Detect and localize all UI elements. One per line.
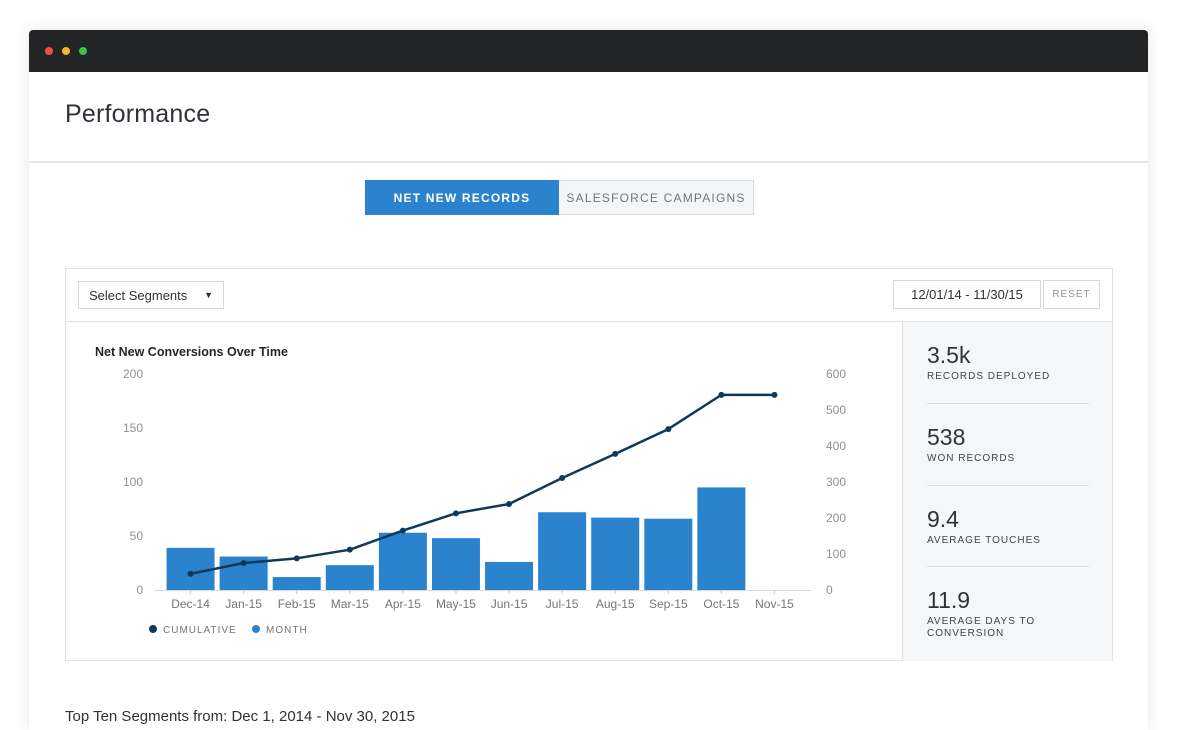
cumulative-point-jul-15 xyxy=(559,475,566,482)
bar-mar-15 xyxy=(325,565,374,590)
x-axis-tick-label: Oct-15 xyxy=(703,597,739,611)
cumulative-line xyxy=(190,393,775,576)
date-range-field[interactable]: 12/01/14 - 11/30/15 xyxy=(893,280,1041,309)
tab-salesforce-campaigns[interactable]: SALESFORCE CAMPAIGNS xyxy=(559,180,754,215)
x-axis-tick-label: Jul-15 xyxy=(546,597,579,611)
bar-jun-15 xyxy=(485,561,534,590)
x-axis-tick-label: Aug-15 xyxy=(596,597,635,611)
conversions-chart: Net New Conversions Over Time 200 150 100 50… xyxy=(95,345,846,636)
legend-cumulative-label: CUMULATIVE xyxy=(163,625,237,636)
right-axis-tick-label: 200 xyxy=(826,511,846,525)
right-axis-tick-label: 600 xyxy=(826,367,846,381)
bar-may-15 xyxy=(431,538,480,590)
bar-oct-15 xyxy=(697,487,746,590)
chart-title: Net New Conversions Over Time xyxy=(95,345,288,359)
cumulative-point-dec-14 xyxy=(187,570,194,577)
stat-records-deployed: 3.5k RECORDS DEPLOYED xyxy=(927,342,1089,383)
bar-jul-15 xyxy=(538,512,587,590)
right-axis-tick-label: 400 xyxy=(826,439,846,453)
segments-select[interactable]: Select Segments ▼ xyxy=(78,281,224,309)
x-axis-tick-label: Apr-15 xyxy=(385,597,421,611)
minimize-window-button[interactable] xyxy=(62,47,70,55)
stat-value: 538 xyxy=(927,424,966,450)
chart-area: Net New Conversions Over Time 200 150 100 50… xyxy=(66,322,902,661)
stat-average-days-to-conversion: 11.9 AVERAGE DAYS TO CONVERSION xyxy=(927,587,1089,640)
cumulative-point-jan-15 xyxy=(240,560,247,566)
window-titlebar xyxy=(29,30,1148,72)
segments-select-value: Select Segments xyxy=(89,287,188,303)
stat-divider xyxy=(927,485,1089,486)
right-axis-tick-label: 300 xyxy=(826,475,846,489)
tab-net-new-records[interactable]: NET NEW RECORDS xyxy=(365,180,559,215)
x-axis-tick-label: Nov-15 xyxy=(755,597,794,611)
cumulative-point-oct-15 xyxy=(718,391,725,398)
stat-value: 3.5k xyxy=(927,342,971,368)
bar-aug-15 xyxy=(591,517,640,590)
bar-feb-15 xyxy=(272,577,321,590)
bar-sep-15 xyxy=(644,518,693,590)
legend-cumulative-marker xyxy=(149,625,157,633)
page-header: Performance xyxy=(29,72,1148,163)
left-axis-tick-label: 150 xyxy=(123,421,143,435)
right-axis-tick-label: 100 xyxy=(826,547,846,561)
cumulative-point-feb-15 xyxy=(293,555,300,562)
x-axis-tick-label: Jun-15 xyxy=(491,597,528,611)
cumulative-point-sep-15 xyxy=(665,426,672,433)
stat-divider xyxy=(927,403,1089,404)
performance-panel: Select Segments ▼ 12/01/14 - 11/30/15 RE… xyxy=(65,268,1113,661)
view-tabs: NET NEW RECORDS SALESFORCE CAMPAIGNS xyxy=(365,180,754,215)
cumulative-point-mar-15 xyxy=(346,546,353,553)
stat-label: AVERAGE TOUCHES xyxy=(927,535,1041,546)
close-window-button[interactable] xyxy=(45,47,53,55)
left-axis-tick-label: 200 xyxy=(123,367,143,381)
stat-label: AVERAGE DAYS TO CONVERSION xyxy=(927,616,1036,639)
stats-sidebar: 3.5k RECORDS DEPLOYED 538 WON RECORDS 9.… xyxy=(902,322,1112,661)
x-axis-tick-label: Jan-15 xyxy=(225,597,262,611)
x-axis-tick-label: Dec-14 xyxy=(171,597,210,611)
stat-value: 11.9 xyxy=(927,587,971,613)
stat-divider xyxy=(927,566,1089,567)
x-axis-tick-label: Sep-15 xyxy=(649,597,688,611)
bar-dec-14 xyxy=(166,547,215,590)
left-axis-tick-label: 50 xyxy=(130,529,144,543)
legend-month-marker xyxy=(252,625,260,633)
chevron-down-icon: ▼ xyxy=(204,290,213,300)
x-axis-tick-label: May-15 xyxy=(436,597,476,611)
cumulative-point-may-15 xyxy=(452,510,459,517)
stat-won-records: 538 WON RECORDS xyxy=(927,424,1089,465)
bar-apr-15 xyxy=(378,532,427,590)
cumulative-point-apr-15 xyxy=(399,527,406,534)
stat-value: 9.4 xyxy=(927,506,959,532)
x-axis-tick-label: Mar-15 xyxy=(331,597,369,611)
stat-label: RECORDS DEPLOYED xyxy=(927,371,1051,382)
stat-average-touches: 9.4 AVERAGE TOUCHES xyxy=(927,506,1089,547)
page-title: Performance xyxy=(65,100,211,128)
cumulative-point-aug-15 xyxy=(612,450,619,457)
top-segments-heading: Top Ten Segments from: Dec 1, 2014 - Nov… xyxy=(65,708,415,725)
legend-month-label: MONTH xyxy=(266,625,308,636)
left-axis-tick-label: 100 xyxy=(123,475,143,489)
right-axis-tick-label: 0 xyxy=(826,583,833,597)
stat-label: WON RECORDS xyxy=(927,453,1016,464)
x-axis-tick-label: Feb-15 xyxy=(278,597,316,611)
right-axis-tick-label: 500 xyxy=(826,403,846,417)
cumulative-point-nov-15 xyxy=(771,391,778,398)
panel-toolbar: Select Segments ▼ 12/01/14 - 11/30/15 RE… xyxy=(66,269,1112,322)
cumulative-point-jun-15 xyxy=(506,500,513,507)
reset-button[interactable]: RESET xyxy=(1043,280,1100,309)
left-axis-tick-label: 0 xyxy=(136,583,143,597)
maximize-window-button[interactable] xyxy=(79,47,87,55)
